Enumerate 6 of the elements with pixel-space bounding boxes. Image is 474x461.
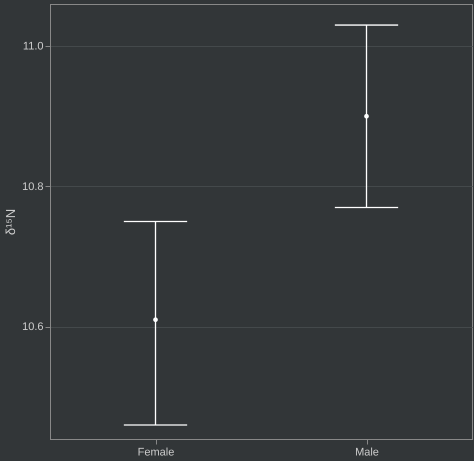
x-tick-label: Female	[138, 446, 174, 458]
y-axis-title: δ¹⁵N	[3, 208, 18, 236]
y-tick-label: 10.6	[22, 321, 44, 334]
x-tick-label: Male	[355, 446, 379, 458]
y-tick-label: 11.0	[22, 40, 44, 53]
y-tick-label: 10.8	[22, 180, 44, 193]
